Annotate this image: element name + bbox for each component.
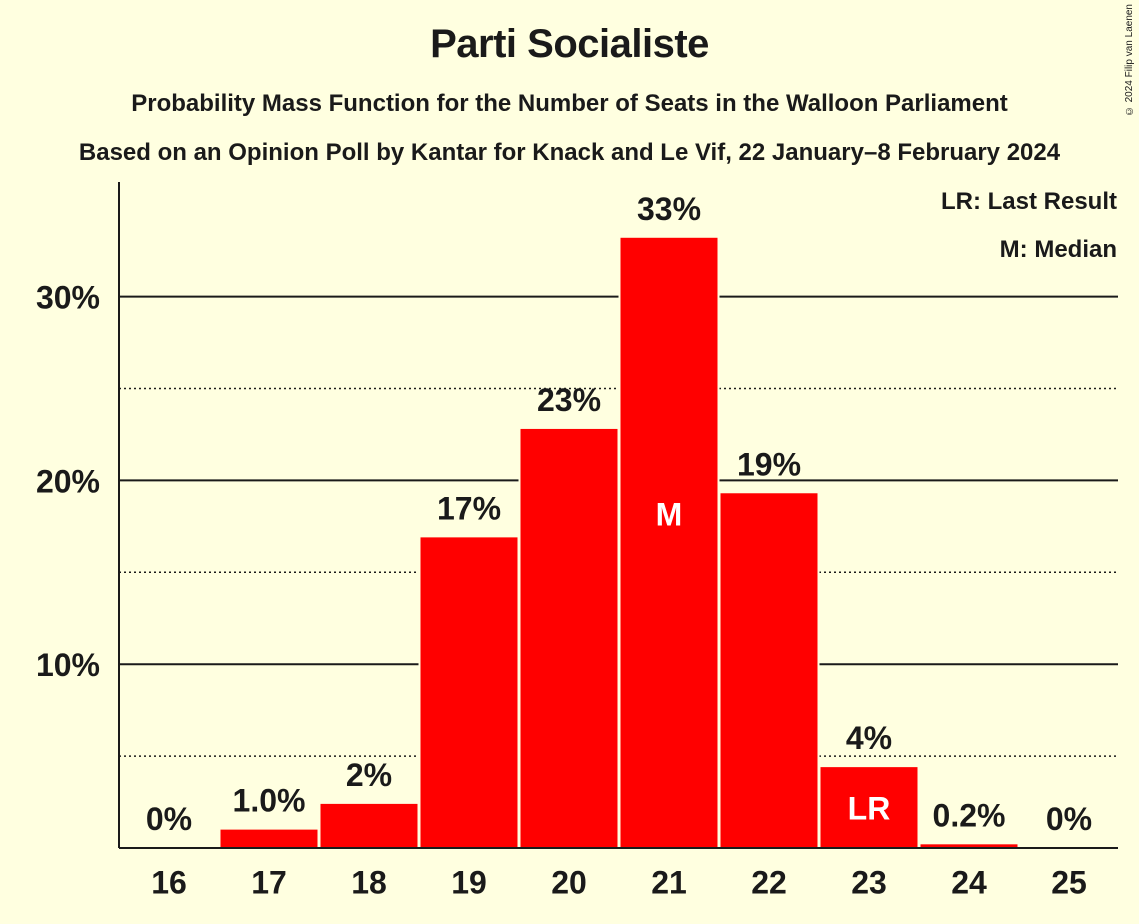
chart-title: Parti Socialiste [430, 22, 709, 66]
data-label-21: 33% [637, 191, 701, 227]
y-tick-labels: 10% 20% 30% [36, 280, 100, 684]
axes [118, 182, 1118, 849]
x-tick-16: 16 [151, 864, 187, 900]
bar-markers: M LR [656, 496, 891, 826]
x-tick-20: 20 [551, 864, 587, 900]
bar-seats-19 [420, 537, 518, 848]
data-label-24: 0.2% [933, 797, 1006, 833]
bar-seats-23 [820, 767, 918, 848]
legend-median: M: Median [1000, 236, 1117, 263]
legend: LR: Last Result M: Median [941, 188, 1117, 263]
data-label-17: 1.0% [233, 783, 306, 819]
x-tick-22: 22 [751, 864, 787, 900]
bars [218, 235, 1020, 848]
chart-source: Based on an Opinion Poll by Kantar for K… [78, 139, 1061, 166]
bar-seats-17 [220, 829, 318, 848]
data-label-20: 23% [537, 382, 601, 418]
x-tick-23: 23 [851, 864, 887, 900]
data-label-19: 17% [437, 490, 501, 526]
y-tick-30: 30% [36, 280, 100, 316]
bar-seats-18 [320, 803, 418, 848]
x-tick-19: 19 [451, 864, 487, 900]
data-labels: 0% 1.0% 2% 17% 23% 33% 19% 4% 0.2% 0% [146, 191, 1092, 837]
x-tick-18: 18 [351, 864, 387, 900]
bar-seats-24 [920, 844, 1018, 848]
x-tick-17: 17 [251, 864, 287, 900]
bar-seats-21 [620, 237, 718, 848]
x-tick-25: 25 [1051, 864, 1087, 900]
x-tick-24: 24 [951, 864, 987, 900]
y-tick-10: 10% [36, 647, 100, 683]
marker-m: M [656, 496, 683, 532]
x-tick-21: 21 [651, 864, 687, 900]
x-tick-labels: 16 17 18 19 20 21 22 23 24 25 [151, 864, 1087, 900]
data-label-23: 4% [846, 720, 892, 756]
y-tick-20: 20% [36, 463, 100, 499]
marker-lr: LR [848, 791, 891, 827]
bar-seats-20 [520, 428, 618, 848]
chart-subtitle: Probability Mass Function for the Number… [131, 90, 1008, 117]
data-label-25: 0% [1046, 801, 1092, 837]
data-label-16: 0% [146, 801, 192, 837]
data-label-18: 2% [346, 757, 392, 793]
legend-last-result: LR: Last Result [941, 188, 1117, 215]
data-label-22: 19% [737, 446, 801, 482]
bar-seats-22 [720, 493, 818, 848]
